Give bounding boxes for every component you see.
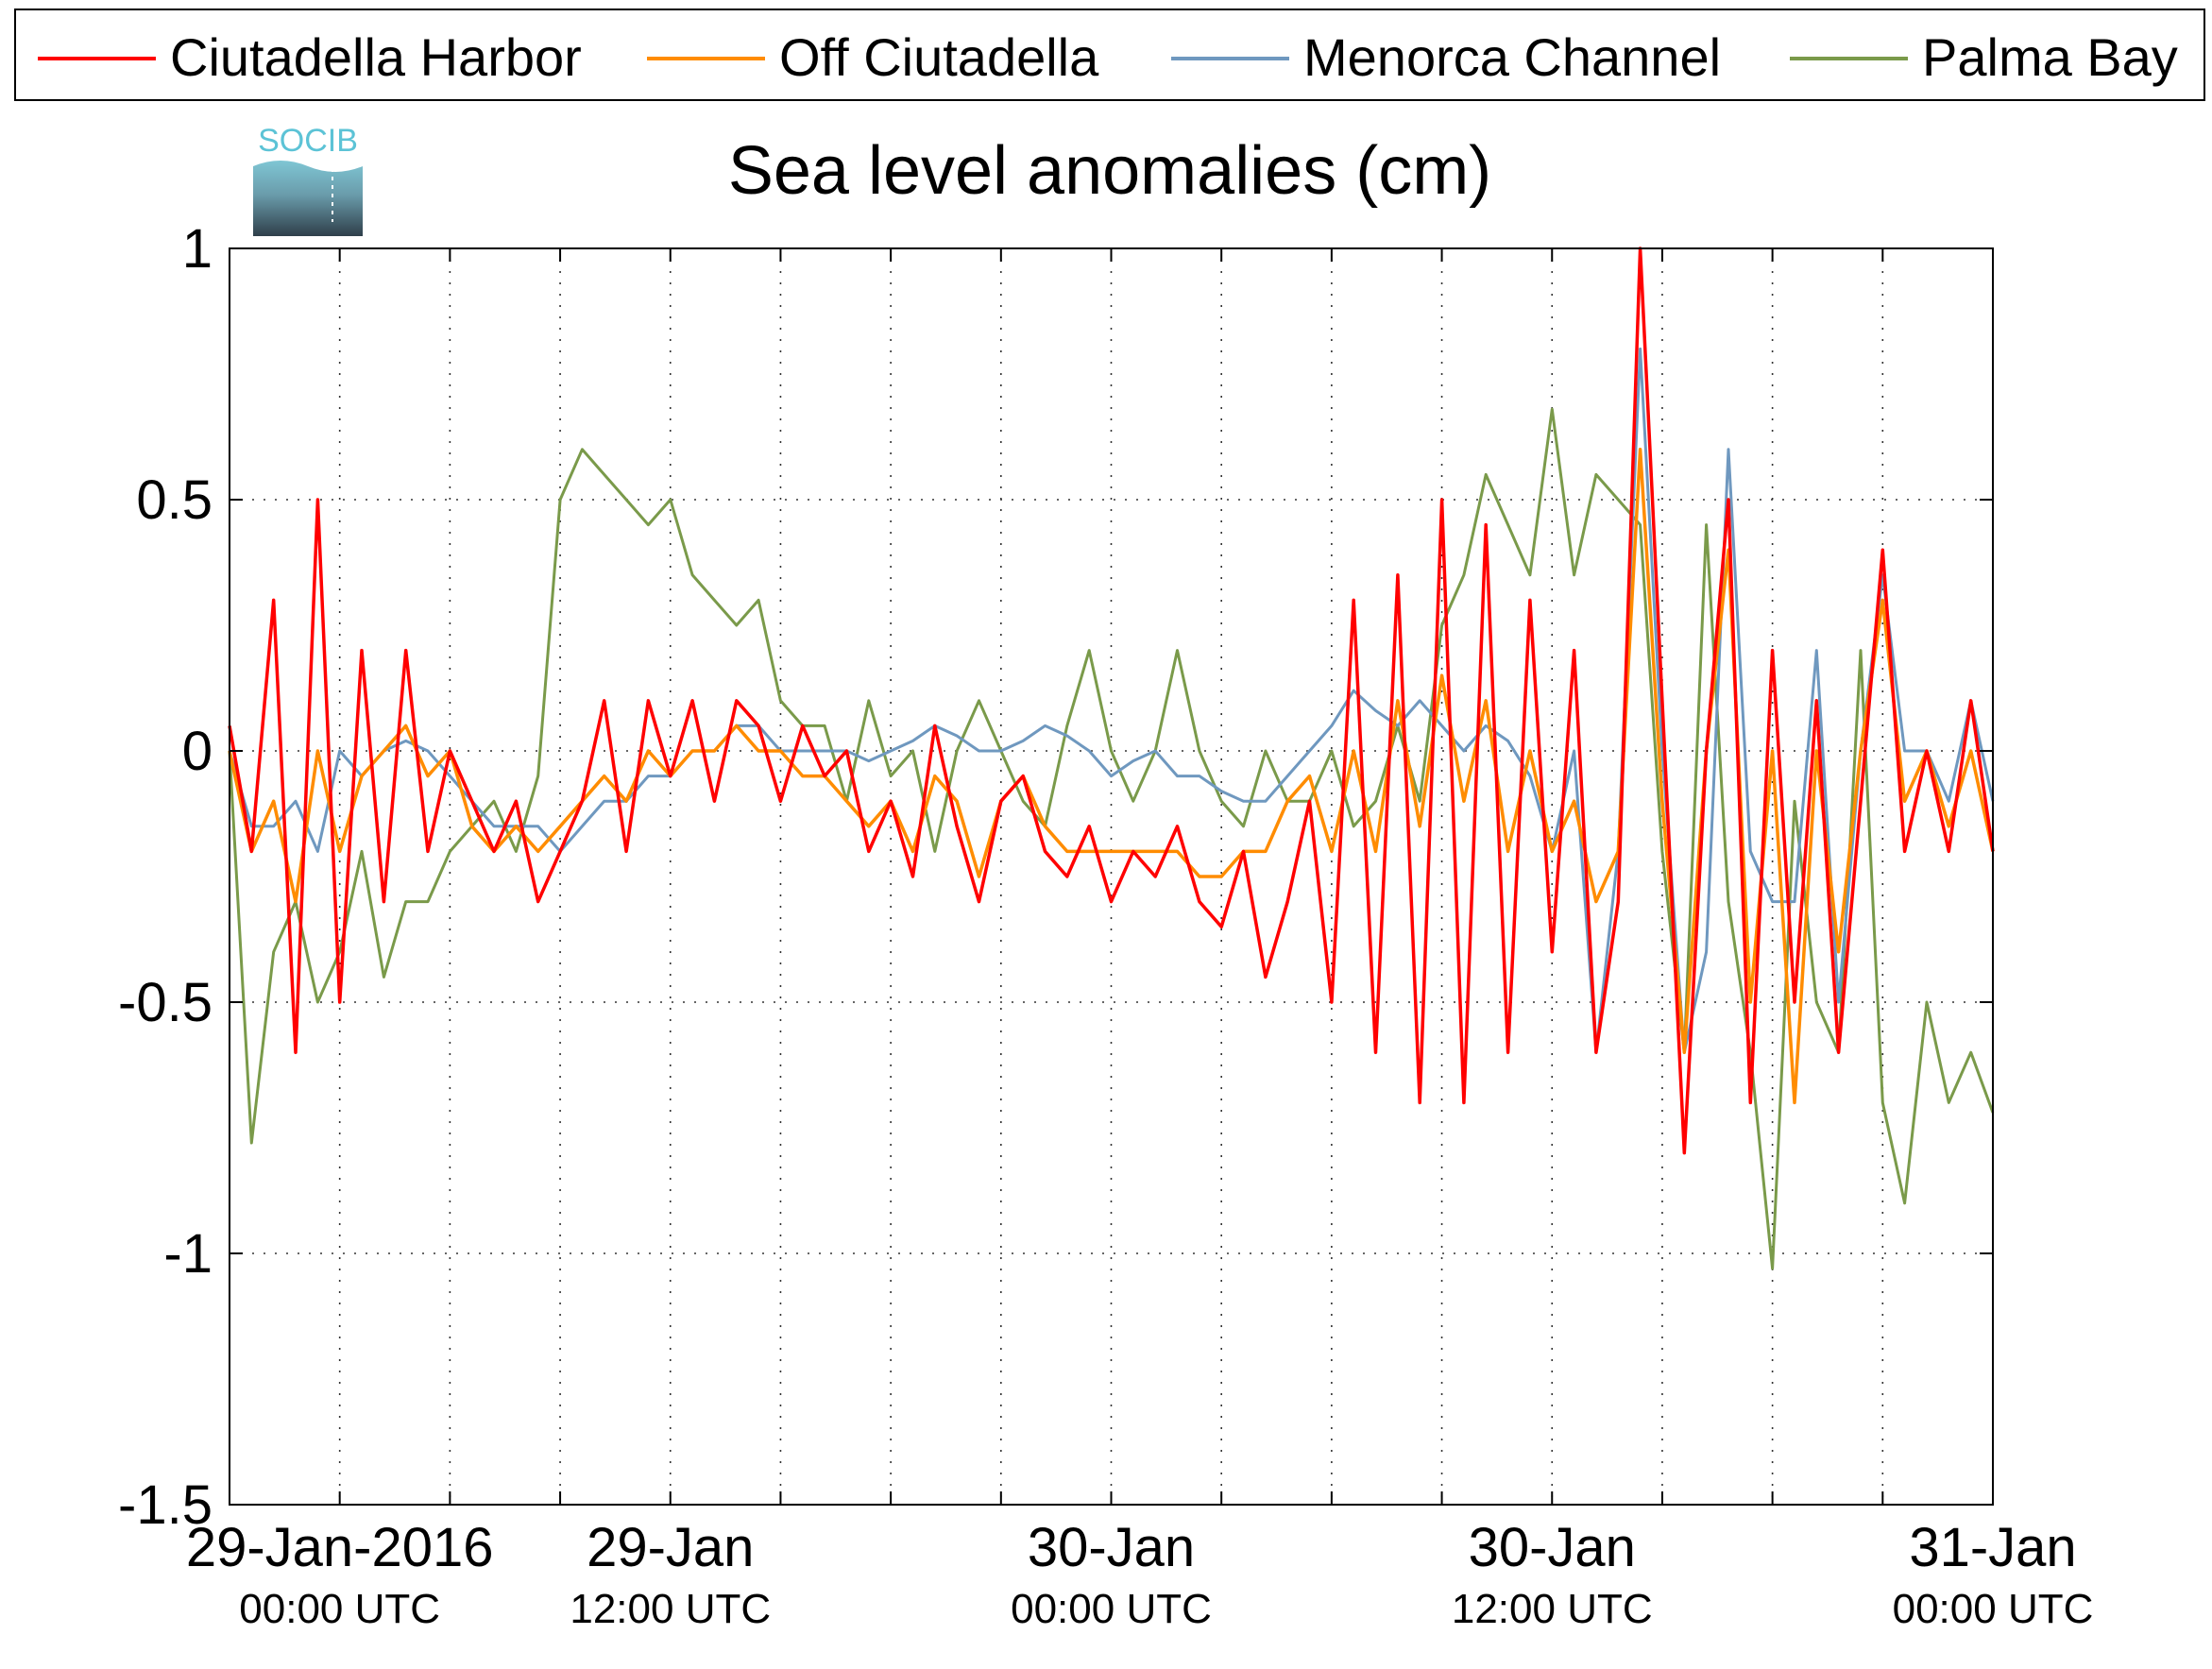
chart-title: Sea level anomalies (cm)	[728, 133, 1491, 209]
legend-label: Palma Bay	[1922, 27, 2178, 87]
x-tick-labels: 29-Jan-2016 00:00 UTC 29-Jan 12:00 UTC 30-Ja…	[186, 1517, 2094, 1632]
x-tick-label-time: 00:00 UTC	[239, 1586, 440, 1632]
x-tick-label-date: 30-Jan	[1469, 1517, 1636, 1578]
plot-background	[230, 248, 1993, 1505]
series-line-ciutadella-harbor	[228, 247, 1995, 1155]
x-tick-label-time: 00:00 UTC	[1893, 1586, 2094, 1632]
y-tick-label: 0	[182, 721, 213, 782]
x-tick-label-date: 29-Jan-2016	[186, 1517, 494, 1578]
legend: Ciutadella Harbor Off Ciutadella Menorca…	[14, 9, 2205, 101]
y-tick-label: 0.5	[136, 469, 213, 531]
x-tick-label-time: 00:00 UTC	[1011, 1586, 1212, 1632]
y-tick-labels: 1 0.5 0 -0.5 -1 -1.5	[118, 218, 213, 1536]
y-tick-label: 1	[182, 218, 213, 280]
legend-item-ciutadella-harbor: Ciutadella Harbor	[38, 27, 582, 87]
y-tick-label: -1	[163, 1223, 213, 1285]
x-tick-label-date: 31-Jan	[1909, 1517, 2076, 1578]
x-tick-label-date: 30-Jan	[1028, 1517, 1195, 1578]
socib-logo-icon: SOCIB	[253, 123, 363, 236]
legend-label: Ciutadella Harbor	[170, 27, 582, 87]
x-tick-label-time: 12:00 UTC	[570, 1586, 771, 1632]
y-tick-label: -0.5	[118, 972, 213, 1033]
x-tick-label-date: 29-Jan	[587, 1517, 754, 1578]
ticks	[230, 247, 1994, 1506]
x-tick-label-time: 12:00 UTC	[1452, 1586, 1653, 1632]
legend-label: Off Ciutadella	[779, 27, 1099, 87]
series-line-menorca-channel	[228, 347, 1995, 1054]
logo-wave-crest	[253, 161, 363, 172]
legend-box	[14, 9, 2205, 101]
legend-item-off-ciutadella: Off Ciutadella	[647, 27, 1099, 87]
logo-text: SOCIB	[258, 123, 358, 159]
logo-wave-block	[253, 161, 363, 236]
legend-label: Menorca Channel	[1303, 27, 1721, 87]
legend-item-menorca-channel: Menorca Channel	[1171, 27, 1721, 87]
legend-item-palma-bay: Palma Bay	[1790, 27, 2178, 87]
series-layer	[228, 247, 1995, 1270]
y-tick-label: -1.5	[118, 1474, 213, 1536]
